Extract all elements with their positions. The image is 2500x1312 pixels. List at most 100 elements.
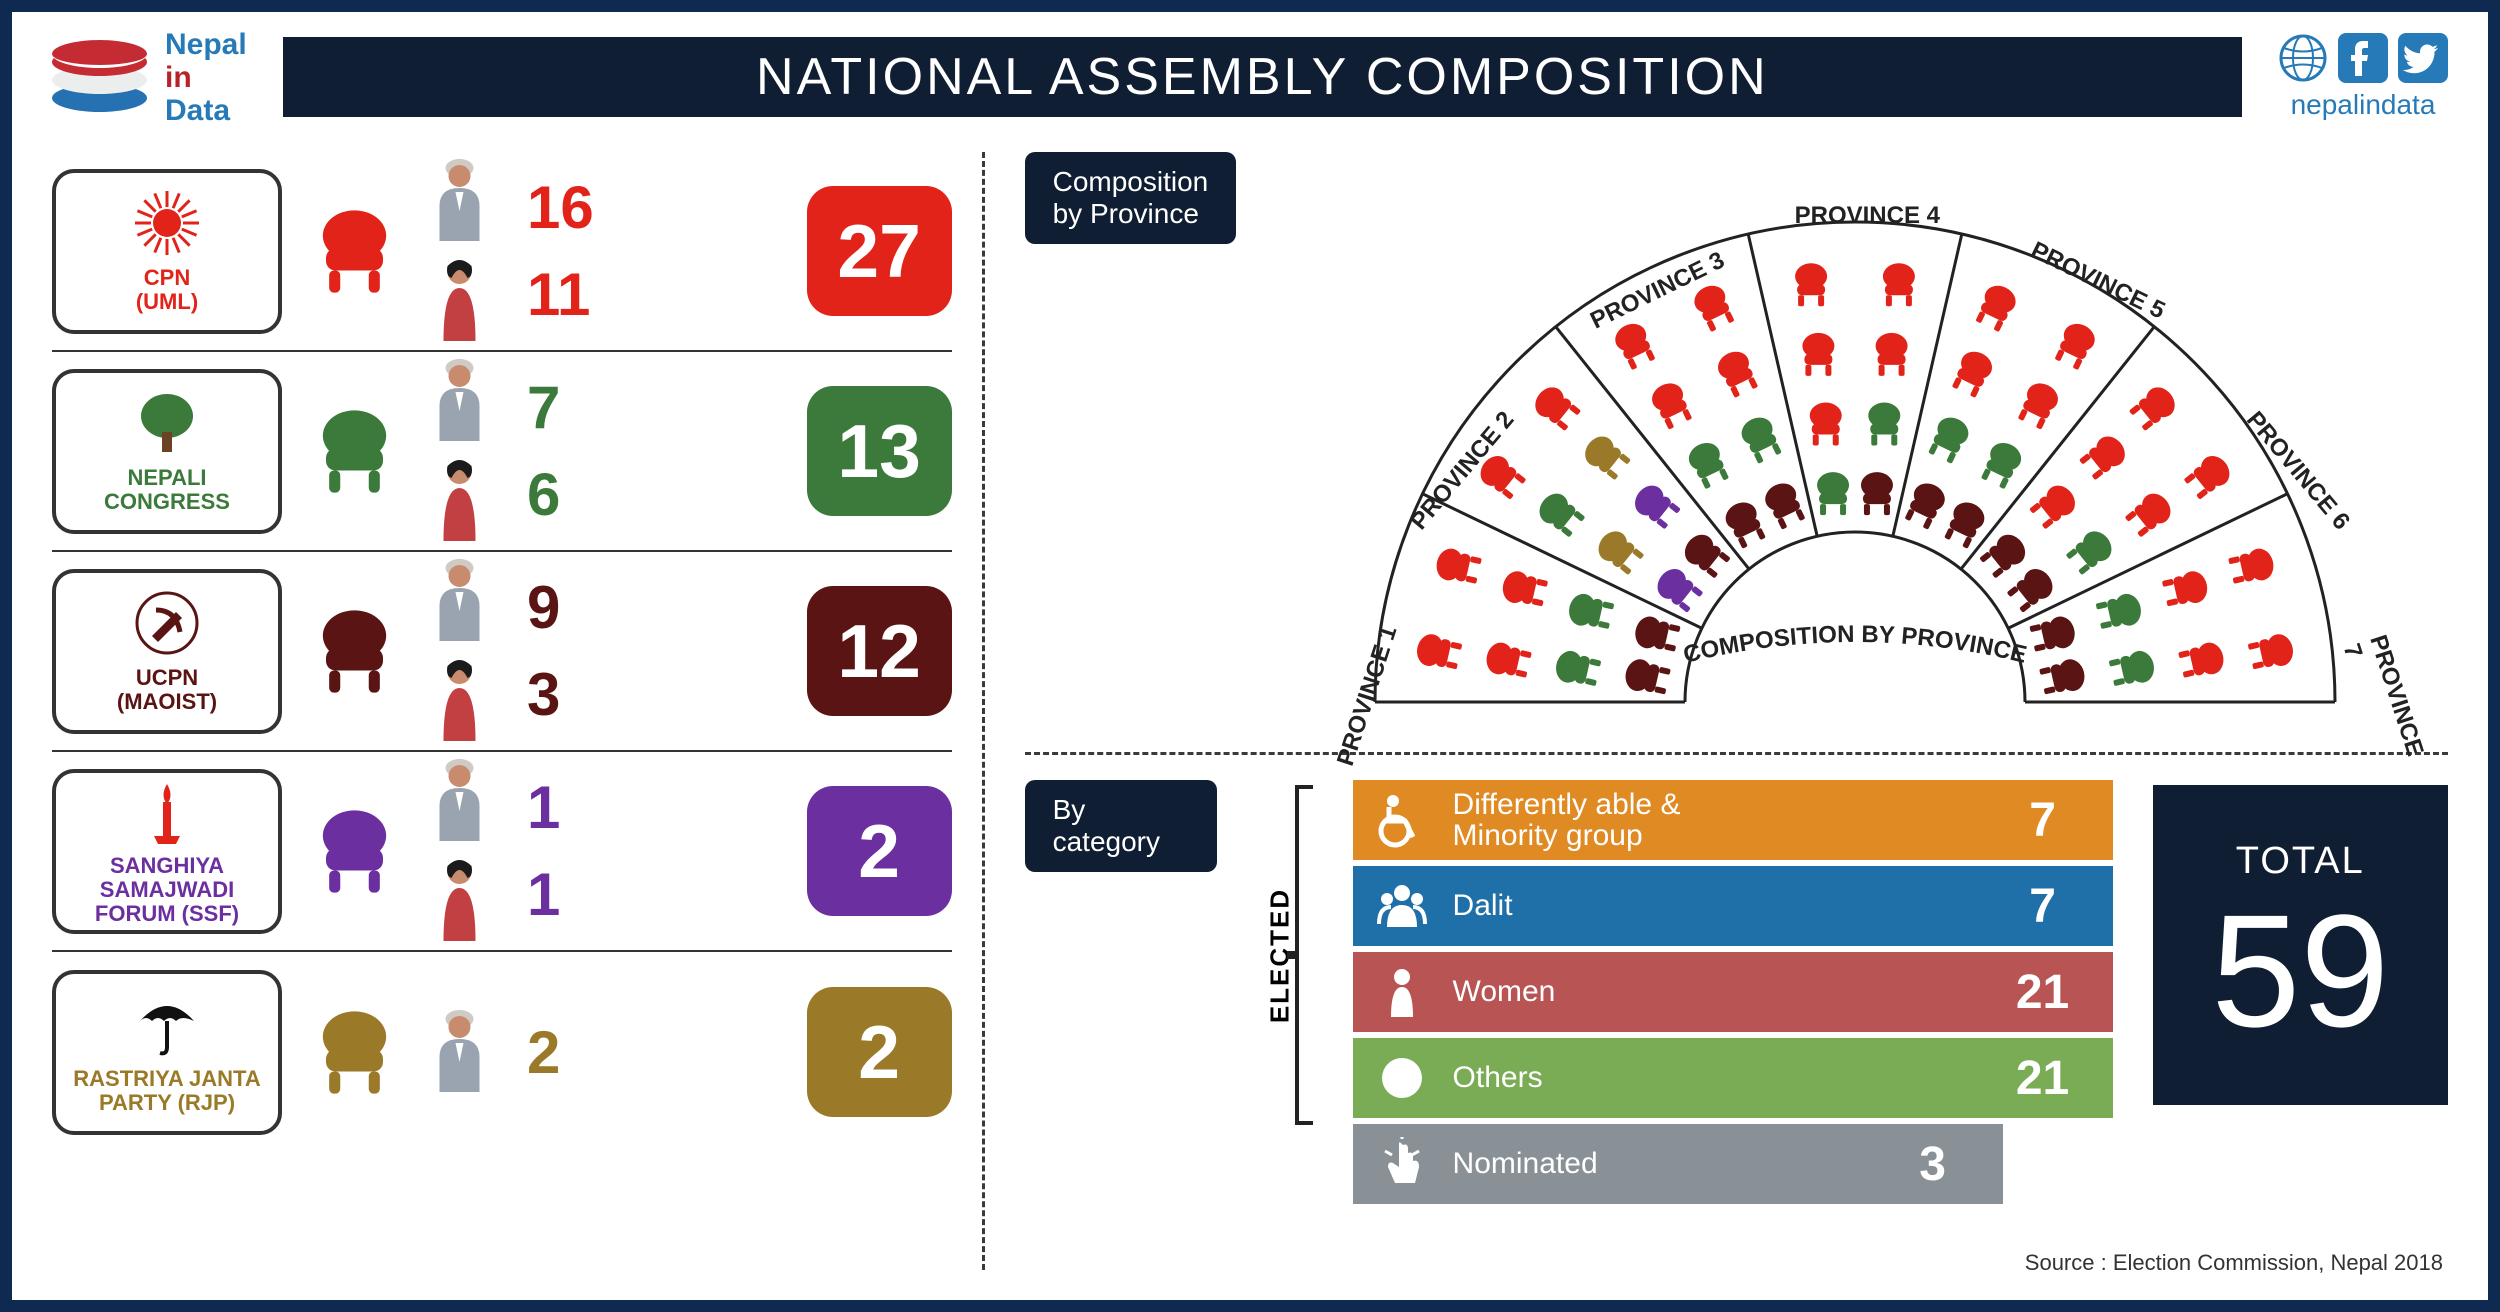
province-seat-icon (1817, 472, 1849, 515)
party-total-badge: 27 (807, 186, 952, 316)
province-seat-icon (1553, 648, 1602, 689)
globe-icon[interactable] (2278, 33, 2328, 83)
seat-icon (307, 604, 402, 699)
province-seat-icon (1483, 640, 1532, 681)
party-name: NEPALICONGRESS (104, 466, 230, 514)
total-box: TOTAL 59 (2153, 785, 2448, 1105)
category-bar: Others 21 (1353, 1038, 2113, 1118)
social-links: nepalindata (2278, 33, 2448, 121)
party-row: UCPN(MAOIST) 9 3 12 (52, 552, 952, 752)
party-card: NEPALICONGRESS (52, 369, 282, 534)
province-seat-icon (2027, 480, 2081, 532)
category-label-text: Women (1453, 976, 1973, 1008)
party-men-count: 7 (527, 373, 560, 442)
province-seat-icon (1647, 378, 1694, 431)
province-seat-icon (1972, 281, 2019, 334)
category-bar: Nominated 3 (1353, 1124, 2003, 1204)
gender-counts: 1 1 (527, 773, 560, 929)
province-seat-icon (1925, 413, 1972, 466)
province-seat-icon (2051, 319, 2098, 372)
source-citation: Source : Election Commission, Nepal 2018 (2025, 1250, 2443, 1276)
twitter-icon[interactable] (2398, 33, 2448, 83)
page-title: NATIONAL ASSEMBLY COMPOSITION (283, 37, 2242, 117)
province-seat-icon (1610, 319, 1657, 372)
province-seat-icon (1684, 438, 1731, 491)
party-total-badge: 13 (807, 386, 952, 516)
gender-counts: 7 6 (527, 373, 560, 529)
category-bar: Dalit 7 (1353, 866, 2113, 946)
province-seat-icon (1809, 403, 1841, 446)
wheelchair-icon (1353, 793, 1453, 848)
people-icons (427, 156, 492, 346)
province-seat-icon (2122, 488, 2176, 540)
seat-icon (307, 404, 402, 499)
party-name: UCPN(MAOIST) (117, 666, 217, 714)
category-value: 7 (1973, 879, 2113, 934)
category-bar: Women 21 (1353, 952, 2113, 1032)
province-seat-icon (1592, 526, 1646, 578)
total-label: TOTAL (2236, 840, 2365, 883)
seat-icon (307, 204, 402, 299)
people-icons (427, 556, 492, 746)
social-handle: nepalindata (2291, 89, 2436, 121)
party-men-count: 16 (527, 173, 594, 242)
gender-counts: 2 (527, 1018, 560, 1087)
party-card: CPN(UML) (52, 169, 282, 334)
category-value: 21 (1973, 965, 2113, 1020)
party-card: SANGHIYASAMAJWADIFORUM (SSF) (52, 769, 282, 934)
facebook-icon[interactable] (2338, 33, 2388, 83)
party-women-count: 3 (527, 660, 560, 729)
province-seat-icon (1622, 657, 1671, 698)
seat-icon (307, 1005, 402, 1100)
category-label-text: Nominated (1453, 1148, 1863, 1180)
province-seat-icon (2095, 591, 2144, 632)
gender-counts: 16 11 (527, 173, 594, 329)
bracket-icon (1285, 785, 1315, 1125)
party-name: CPN(UML) (136, 266, 198, 314)
party-row: SANGHIYASAMAJWADIFORUM (SSF) 1 1 2 (52, 752, 952, 952)
province-seat-icon (1978, 438, 2025, 491)
brand-logo: Nepal in Data (52, 28, 247, 127)
province-arc: PROVINCE 1PROVINCE 2PROVINCE 3PROVINCE 4… (1305, 182, 2405, 742)
province-seat-icon (1566, 591, 1615, 632)
province-seat-icon (1737, 413, 1784, 466)
province-seat-icon (2127, 382, 2181, 434)
province-seat-icon (2247, 632, 2296, 673)
province-seat-icon (2108, 648, 2157, 689)
province-seat-icon (1414, 632, 1463, 673)
seat-icon (307, 804, 402, 899)
province-seat-icon (1760, 478, 1807, 531)
people-icons (427, 756, 492, 946)
category-label: By category (1025, 780, 1218, 872)
province-seat-icon (1802, 333, 1834, 376)
category-bar: Differently able &Minority group 7 (1353, 780, 2113, 860)
province-seat-icon (1868, 403, 1900, 446)
province-label: Compositionby Province (1025, 152, 1237, 244)
gender-counts: 9 3 (527, 573, 560, 729)
header: Nepal in Data NATIONAL ASSEMBLY COMPOSIT… (12, 12, 2488, 142)
party-total-badge: 12 (807, 586, 952, 716)
province-seat-icon (2015, 378, 2062, 431)
province-seat-icon (1579, 431, 1633, 483)
party-total-badge: 2 (807, 786, 952, 916)
woman-icon (1353, 965, 1453, 1020)
category-bars: Differently able &Minority group 7 Dalit… (1353, 780, 2113, 1204)
province-seat-icon (1689, 281, 1736, 334)
category-value: 21 (1973, 1051, 2113, 1106)
circle-icon (1353, 1051, 1453, 1106)
people-icons (427, 356, 492, 546)
province-seat-icon (1949, 347, 1996, 400)
brand-name: Nepal in Data (165, 28, 247, 127)
elected-bracket: ELECTED (1257, 785, 1312, 1125)
group-icon (1353, 879, 1453, 934)
party-symbol-icon (132, 989, 202, 1059)
party-total-badge: 2 (807, 987, 952, 1117)
category-section: By category ELECTED Differently able &Mi… (1025, 780, 2448, 1204)
province-seat-icon (1901, 478, 1948, 531)
party-card: RASTRIYA JANTAPARTY (RJP) (52, 970, 282, 1135)
party-men-count: 1 (527, 773, 560, 842)
party-symbol-icon (132, 388, 202, 458)
party-row: NEPALICONGRESS 7 6 13 (52, 352, 952, 552)
province-seat-icon (1499, 569, 1548, 610)
people-icons (427, 1007, 492, 1097)
